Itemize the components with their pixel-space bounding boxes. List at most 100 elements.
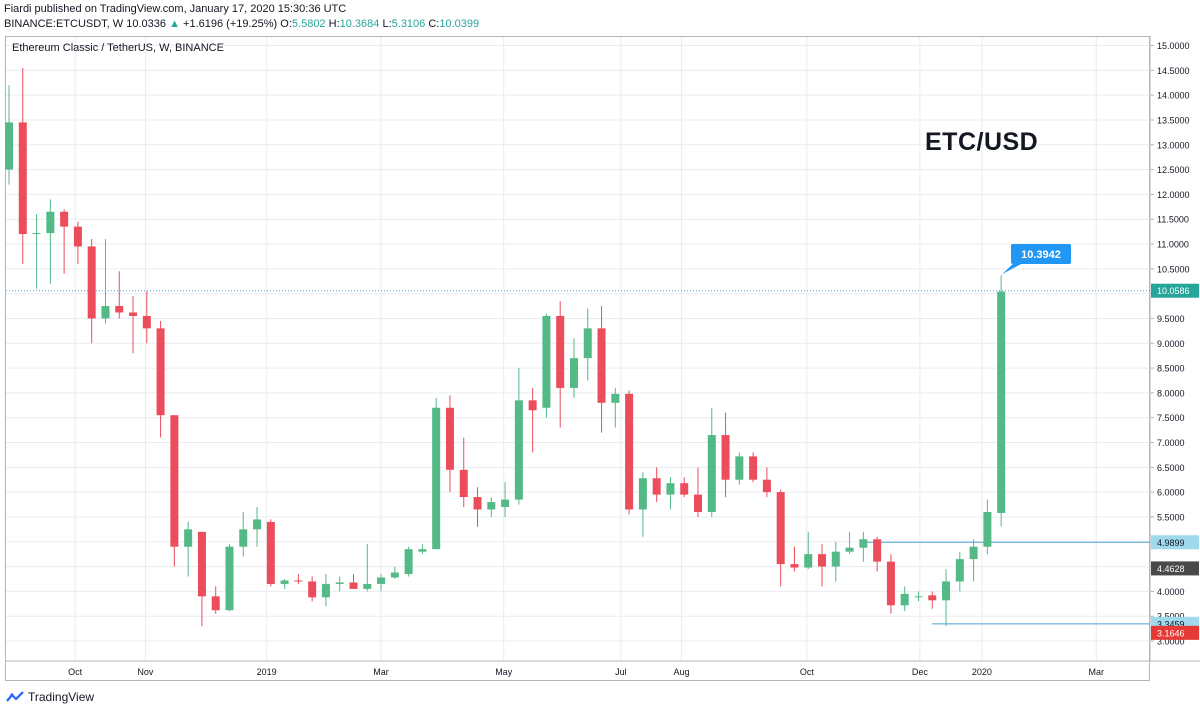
symbol-label: Ethereum Classic / TetherUS, W, BINANCE (12, 42, 224, 54)
candle-up (280, 580, 289, 584)
candle-down (873, 539, 882, 562)
candle-up (321, 583, 330, 598)
candle-up (845, 547, 854, 552)
candle-down (818, 554, 827, 567)
chart-header: Fiardi published on TradingView.com, Jan… (4, 2, 479, 32)
y-tick-label: 8.0000 (1157, 388, 1185, 398)
candle-up (666, 483, 675, 495)
candle-down (349, 582, 358, 589)
candle-down (266, 521, 275, 584)
candle-down (87, 246, 96, 319)
candle-up (900, 593, 909, 606)
x-tick-label: Nov (137, 667, 154, 677)
callout-value: 10.3942 (1021, 249, 1061, 261)
candle-up (404, 549, 413, 575)
high-label: H: (328, 18, 340, 30)
x-tick-label: Oct (800, 667, 815, 677)
candle-up (225, 546, 234, 611)
y-tick-label: 15.0000 (1157, 41, 1190, 51)
candle-down (73, 226, 82, 247)
candle-down (680, 483, 689, 495)
candle-down (18, 122, 27, 235)
candle-up (569, 358, 578, 388)
y-tick-label: 10.5000 (1157, 264, 1190, 274)
candle-down (762, 479, 771, 493)
candle-down (776, 492, 785, 565)
candle-up (377, 577, 386, 584)
price-label-bg (1151, 535, 1199, 550)
price-label-bg (1151, 561, 1199, 576)
low-value: 5.3106 (391, 18, 426, 30)
last-price: 10.0336 (126, 18, 167, 30)
low-label: L: (382, 18, 392, 30)
chart-title: ETC/USD (925, 128, 1039, 156)
x-tick-label: Mar (1088, 667, 1104, 677)
candle-up (804, 554, 813, 568)
price-label: 10.0586 (1157, 286, 1190, 296)
symbol-info: BINANCE:ETCUSDT, W (4, 18, 124, 30)
candle-down (694, 494, 702, 512)
y-tick-label: 14.0000 (1157, 91, 1190, 101)
candle-down (156, 328, 165, 416)
candle-down (129, 312, 138, 316)
candle-down (652, 478, 661, 495)
candle-up (363, 583, 372, 589)
candle-down (928, 595, 937, 601)
candle-down (625, 393, 634, 510)
candle-down (721, 435, 730, 480)
candle-down (556, 315, 565, 388)
tradingview-brand: TradingView (28, 690, 95, 704)
candle-up (501, 499, 510, 508)
candle-up (942, 581, 951, 601)
candle-up (5, 122, 13, 170)
ohlc-line: BINANCE:ETCUSDT, W 10.0336 ▲ +1.6196 (+1… (4, 17, 479, 32)
y-tick-label: 6.0000 (1157, 488, 1185, 498)
x-tick-label: May (495, 667, 513, 677)
x-tick-label: 2020 (972, 667, 992, 677)
price-label: 3.3459 (1157, 619, 1185, 629)
candle-up (542, 315, 551, 408)
candle-up (611, 393, 620, 403)
y-tick-label: 11.0000 (1157, 240, 1189, 250)
close-label: C: (428, 18, 440, 30)
candle-down (459, 469, 468, 498)
candle-up (253, 519, 262, 530)
y-tick-label: 11.5000 (1157, 215, 1189, 225)
tradingview-logo[interactable]: TradingView (6, 690, 94, 704)
y-tick-label: 6.5000 (1157, 463, 1185, 473)
candle-up (955, 559, 964, 582)
candle-up (390, 572, 399, 578)
candle-up (432, 407, 441, 550)
candle-up (859, 539, 868, 548)
y-tick-label: 9.0000 (1157, 339, 1185, 349)
y-tick-label: 12.5000 (1157, 165, 1190, 175)
candle-up (997, 291, 1006, 513)
x-tick-label: Aug (673, 667, 689, 677)
candle-down (597, 328, 606, 403)
candle-up (831, 551, 840, 567)
candle-up (418, 549, 427, 552)
callout-pointer (1002, 262, 1025, 275)
candle-down (60, 211, 69, 227)
y-tick-label: 5.5000 (1157, 512, 1185, 522)
candle-down (473, 497, 482, 510)
candle-up (184, 529, 193, 547)
y-tick-label: 12.0000 (1157, 190, 1190, 200)
callout-box (1011, 244, 1071, 264)
y-tick-label: 3.5000 (1157, 612, 1185, 622)
candle-up (638, 478, 647, 510)
y-tick-label: 4.0000 (1157, 587, 1185, 597)
candle-up (969, 546, 978, 560)
publish-line: Fiardi published on TradingView.com, Jan… (4, 3, 347, 15)
price-label-bg (1151, 283, 1199, 298)
x-tick-label: Mar (373, 667, 389, 677)
candle-up (735, 456, 744, 480)
price-label: 3.1646 (1157, 628, 1185, 638)
candle-up (707, 435, 716, 512)
candle-up (487, 502, 496, 510)
open-value: 5.5802 (291, 18, 326, 30)
candle-up (514, 400, 523, 500)
price-label: 4.4628 (1157, 564, 1185, 574)
y-tick-label: 7.5000 (1157, 413, 1185, 423)
